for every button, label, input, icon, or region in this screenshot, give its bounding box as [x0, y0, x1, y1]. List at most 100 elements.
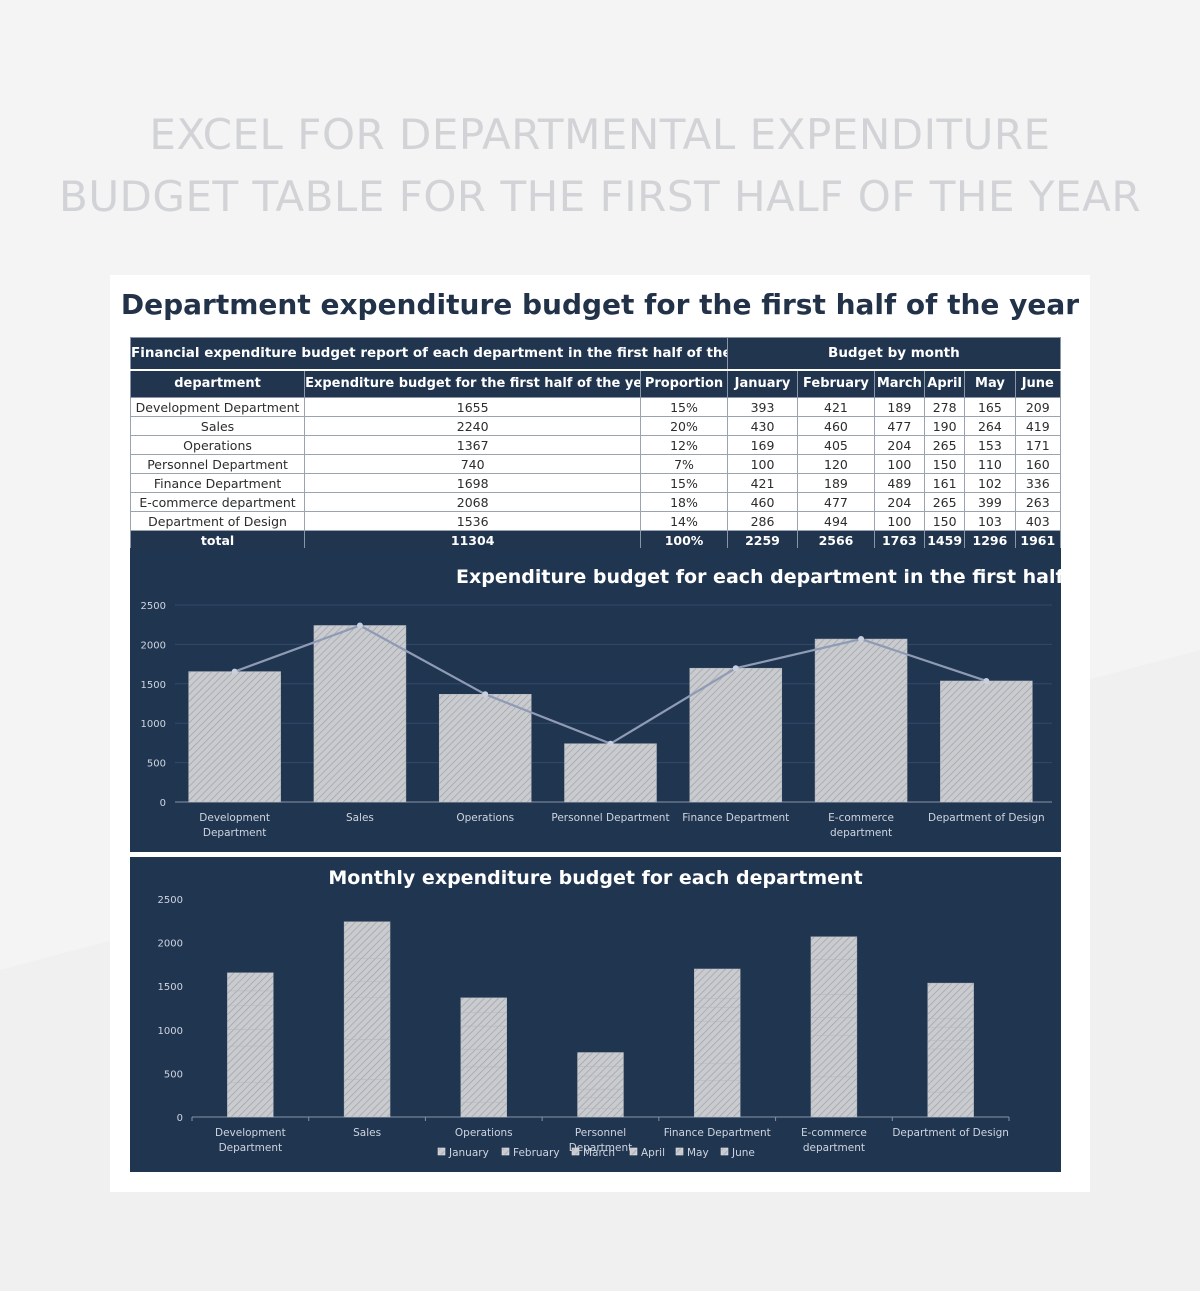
- legend-label: May: [687, 1147, 709, 1159]
- table-cell: 740: [304, 454, 642, 474]
- stacked-bar-segment: [577, 1075, 624, 1090]
- table-cell: 169: [726, 435, 799, 455]
- table-cell: 460: [726, 492, 799, 512]
- legend-label: April: [641, 1147, 665, 1159]
- table-cell: 265: [924, 435, 966, 455]
- total-cell: 100%: [640, 530, 728, 550]
- table-cell: 204: [873, 492, 926, 512]
- stacked-bar-segment: [343, 921, 391, 959]
- legend-swatch: [571, 1147, 580, 1156]
- table-cell: 1698: [304, 473, 642, 493]
- stacked-bar-segment: [227, 972, 274, 992]
- stacked-bar-segment: [927, 1040, 974, 1050]
- table-cell: 204: [873, 435, 926, 455]
- stacked-bar-segment: [927, 1018, 974, 1028]
- table-cell: Finance Department: [129, 473, 306, 493]
- table-cell: 15%: [640, 473, 728, 493]
- stacked-bar-segment: [343, 981, 391, 998]
- stacked-bar-segment: [927, 1048, 974, 1093]
- legend-label: January: [448, 1147, 489, 1159]
- hero-line-2: BUDGET TABLE FOR THE FIRST HALF OF THE Y…: [59, 172, 1141, 221]
- line-point: [732, 665, 739, 672]
- chart-department-budget: 0 500 1000 1500 2000 2500 Development Departmen…: [141, 601, 1052, 839]
- table-cell: 1536: [304, 511, 642, 531]
- bar: [313, 625, 407, 803]
- table-cell: 189: [873, 397, 926, 417]
- x-tick-label: Development: [199, 812, 270, 824]
- table-cell: 103: [964, 511, 1016, 531]
- budget-table: Financial expenditure budget report of e…: [129, 337, 1062, 550]
- table-cell: E-commerce department: [129, 492, 306, 512]
- stacked-bar-segment: [577, 1088, 624, 1099]
- stacked-bar-segment: [577, 1052, 624, 1067]
- stacked-bar-segment: [227, 1082, 274, 1118]
- stacked-bar-segment: [927, 1091, 974, 1118]
- x-tick-label: department: [830, 827, 892, 839]
- stacked-bar-segment: [810, 1035, 858, 1078]
- table-cell: 264: [964, 416, 1016, 436]
- line-point: [482, 691, 489, 698]
- total-cell: 2259: [726, 530, 799, 550]
- table-row: Sales 2240 20% 430 460 477 190 264 419: [129, 416, 1062, 436]
- x-tick-label: Sales: [346, 812, 374, 824]
- stacked-bar-segment: [810, 1076, 858, 1118]
- table-cell: 189: [797, 473, 875, 493]
- table-cell: 477: [797, 492, 875, 512]
- stacked-bar-segment: [810, 994, 858, 1018]
- column-header: Expenditure budget for the first half of…: [304, 368, 642, 398]
- report-header: Financial expenditure budget report of e…: [130, 337, 728, 370]
- table-cell: Department of Design: [129, 511, 306, 531]
- table-cell: 421: [797, 397, 875, 417]
- table-cell: 421: [726, 473, 799, 493]
- sheet-title: Department expenditure budget for the fi…: [120, 288, 1080, 321]
- total-cell: 1763: [873, 530, 926, 550]
- y-tick-label: 2500: [141, 601, 166, 612]
- table-cell: 150: [924, 511, 966, 531]
- y-tick-label: 2000: [158, 939, 183, 950]
- x-tick-label: Personnel: [575, 1127, 626, 1139]
- table-cell: 393: [726, 397, 799, 417]
- stacked-bar-segment: [343, 958, 391, 982]
- table-cell: 1655: [304, 397, 642, 417]
- legend-swatch: [720, 1147, 729, 1156]
- table-cell: 153: [964, 435, 1016, 455]
- x-tick-label: Operations: [456, 812, 514, 824]
- column-header-row: department Expenditure budget for the fir…: [129, 368, 1062, 398]
- column-header: April: [924, 368, 966, 398]
- bar: [438, 694, 532, 803]
- table-body: Development Department 1655 15% 393 421 189 27…: [129, 397, 1062, 550]
- table-cell: 494: [797, 511, 875, 531]
- table-cell: 171: [1014, 435, 1062, 455]
- y-tick-label: 0: [160, 798, 166, 809]
- table-cell: 278: [924, 397, 966, 417]
- x-tick-label: Finance Department: [664, 1127, 771, 1139]
- stacked-bar-segment: [694, 1080, 741, 1118]
- table-row: E-commerce department 2068 18% 460 477 204 265…: [129, 492, 1062, 512]
- chart1-title: Expenditure budget for each department i…: [456, 566, 1061, 588]
- x-tick-label: Operations: [455, 1127, 513, 1139]
- table-cell: 286: [726, 511, 799, 531]
- total-cell: 2566: [797, 530, 875, 550]
- table-row: Finance Department 1698 15% 421 189 489 161 102…: [129, 473, 1062, 493]
- table-cell: 100: [726, 454, 799, 474]
- x-tick-label: Finance Department: [682, 812, 789, 824]
- table-row: Department of Design 1536 14% 286 494 100 150 1…: [129, 511, 1062, 531]
- x-tick-label: Sales: [353, 1127, 381, 1139]
- legend-label: June: [731, 1147, 755, 1159]
- line-point: [983, 677, 990, 684]
- total-cell: 1459: [924, 530, 966, 550]
- column-header: January: [726, 368, 799, 398]
- x-tick-label: Department of Design: [892, 1127, 1009, 1139]
- table-cell: 12%: [640, 435, 728, 455]
- stacked-bar-segment: [460, 1012, 507, 1027]
- stacked-bar-segment: [460, 1025, 507, 1050]
- y-tick-label: 2000: [141, 640, 166, 651]
- table-cell: 263: [1014, 492, 1062, 512]
- column-header: Proportion: [640, 368, 728, 398]
- total-cell: 11304: [304, 530, 642, 550]
- table-cell: 15%: [640, 397, 728, 417]
- x-tick-label: Development: [215, 1127, 286, 1139]
- stacked-bar-segment: [227, 1005, 274, 1030]
- table-cell: Sales: [129, 416, 306, 436]
- y-tick-label: 500: [147, 759, 166, 770]
